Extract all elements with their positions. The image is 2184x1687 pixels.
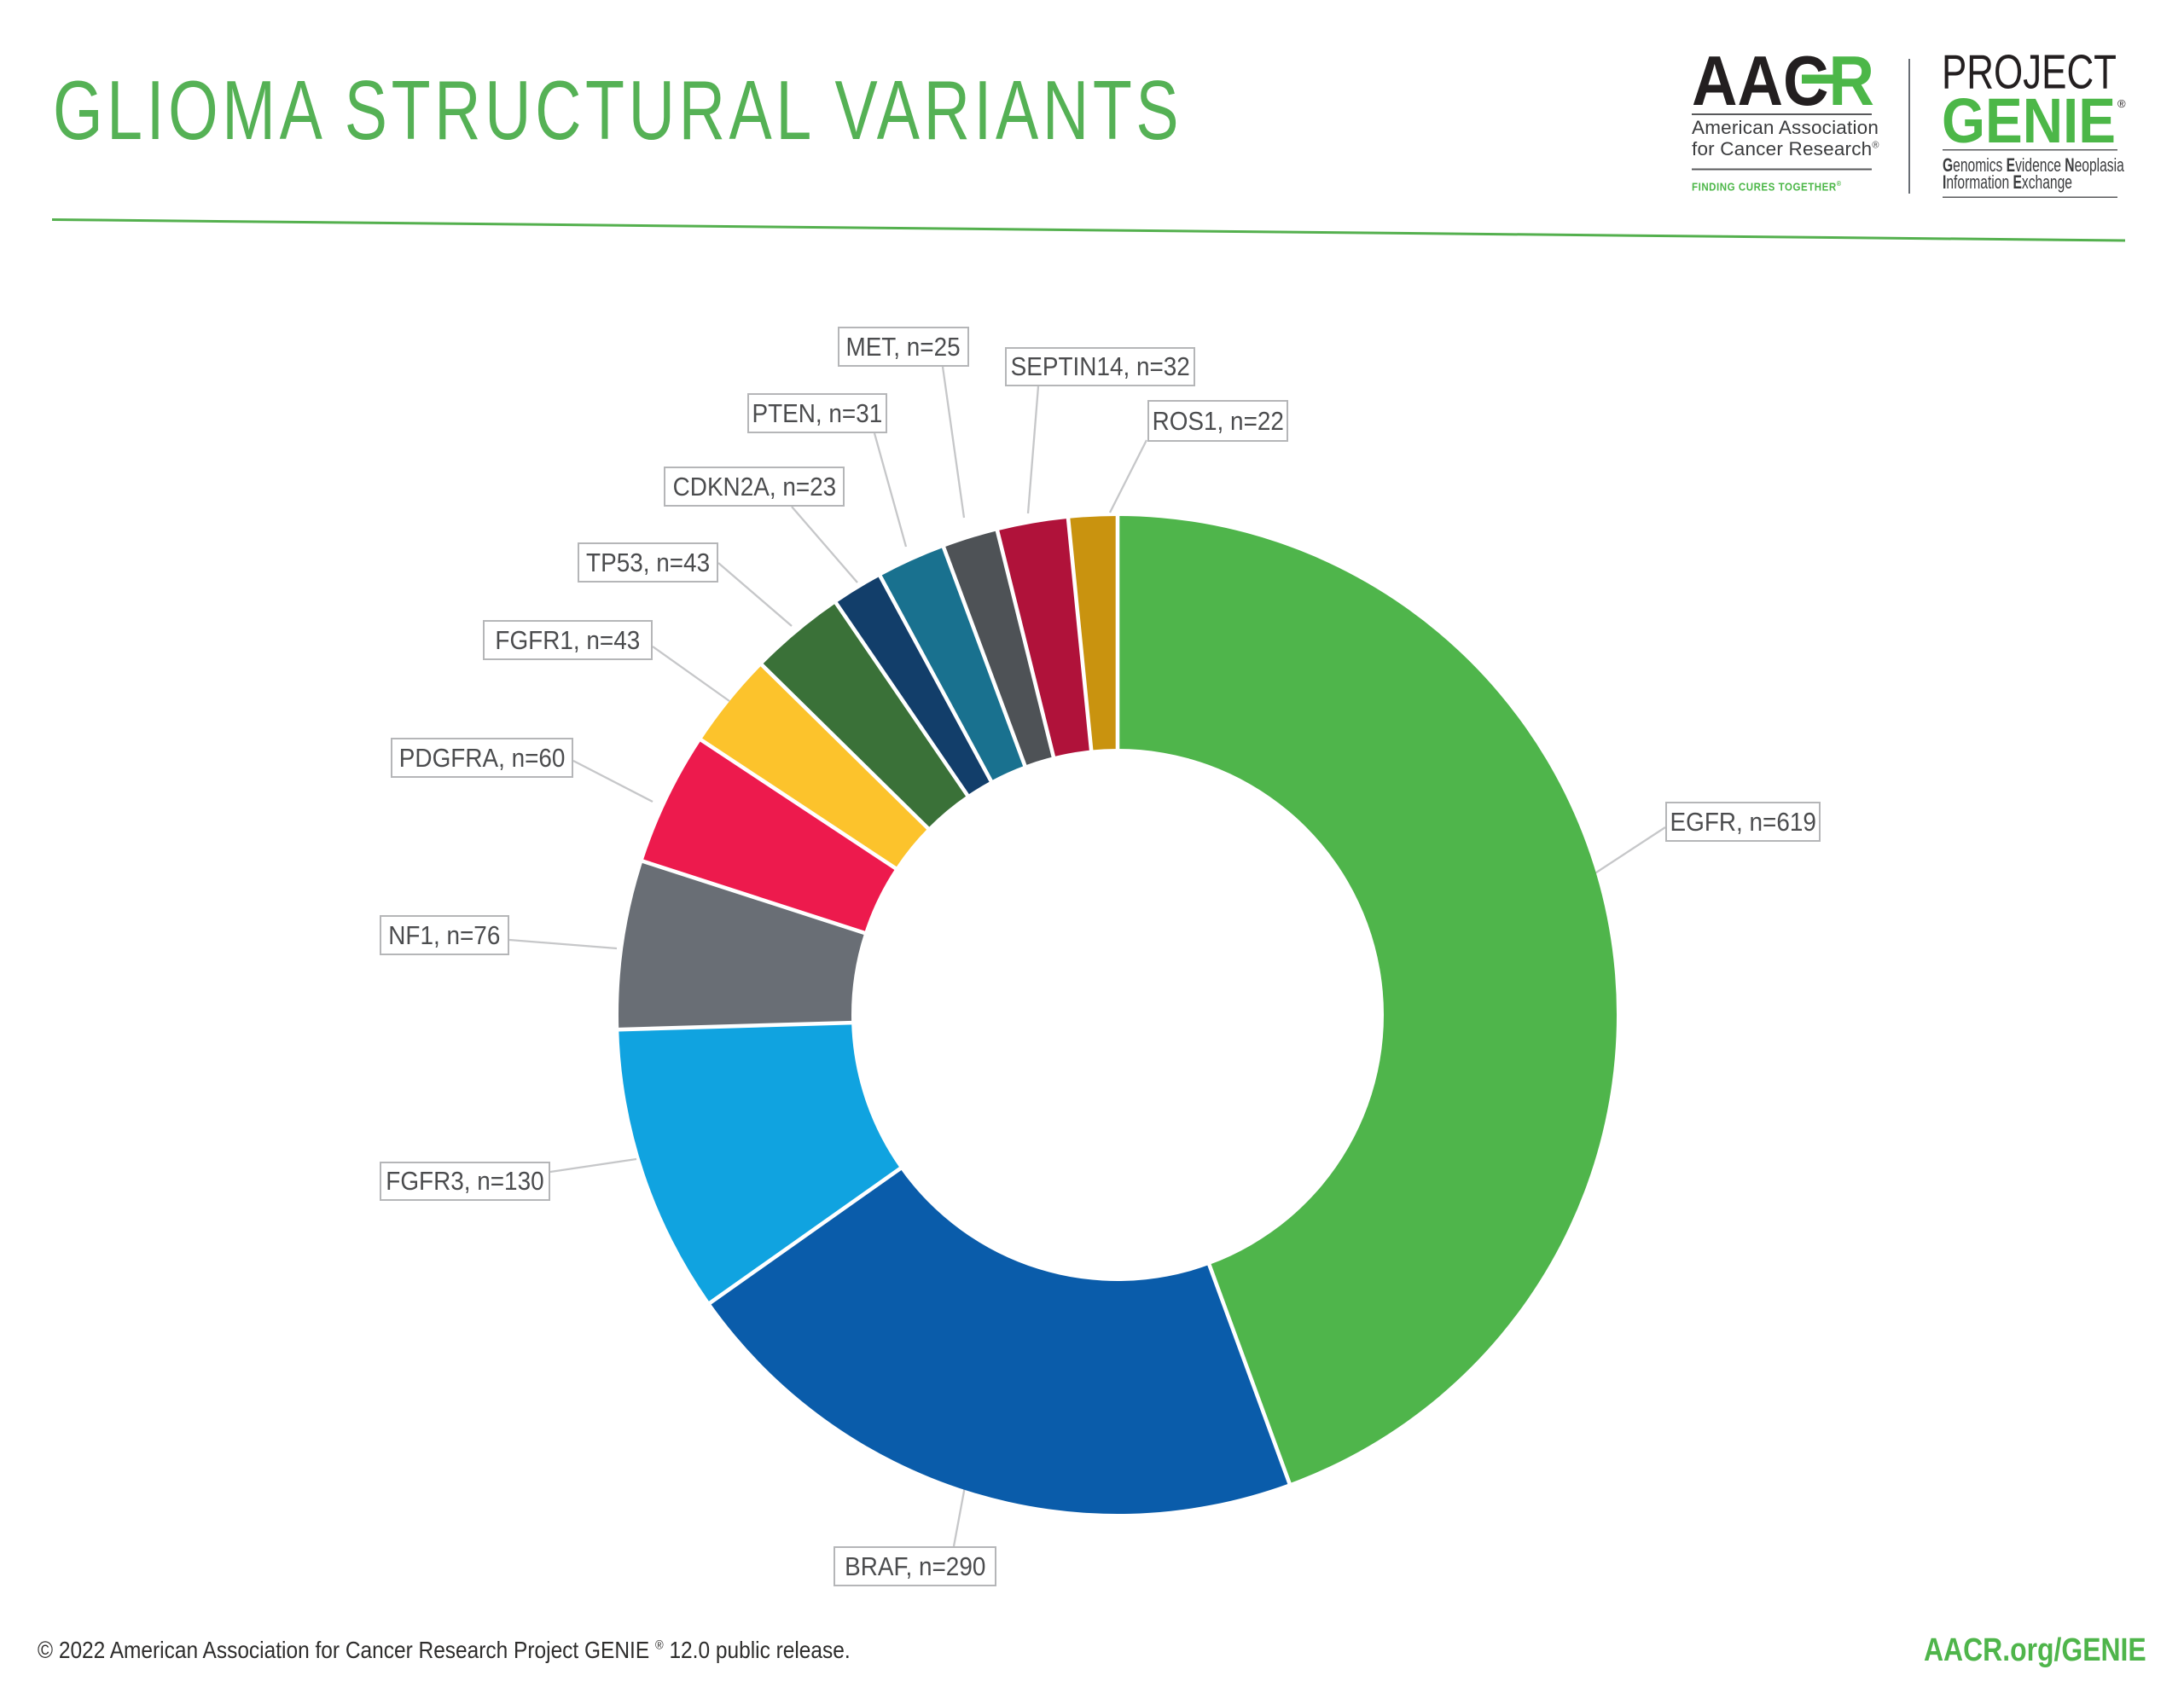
- svg-text:PROJECT: PROJECT: [1942, 45, 2117, 100]
- svg-text:AACR: AACR: [1692, 41, 1874, 120]
- svg-text:GENIE: GENIE: [1942, 85, 2116, 156]
- svg-text:®: ®: [2117, 97, 2126, 110]
